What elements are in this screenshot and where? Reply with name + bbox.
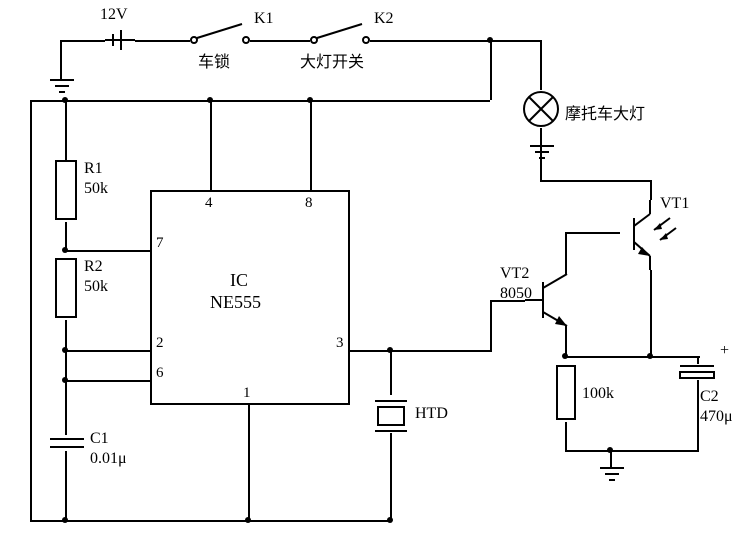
junction-dot: [207, 97, 213, 103]
wire: [30, 520, 390, 522]
k2-caption: 大灯开关: [300, 48, 364, 72]
r1-ref: R1: [84, 160, 103, 178]
wire: [65, 451, 67, 521]
wire: [60, 40, 62, 80]
lamp-icon: [522, 90, 560, 128]
vt2-ref: VT2: [500, 265, 529, 283]
r2-ref: R2: [84, 258, 103, 276]
r2-value: 50k: [84, 278, 108, 296]
ic-ref: IC: [230, 270, 248, 291]
wire: [65, 380, 150, 382]
wire: [390, 350, 392, 395]
wire: [250, 40, 310, 42]
pin-7: 7: [156, 235, 164, 252]
wire: [610, 450, 612, 468]
switch-k2: [310, 20, 370, 45]
k1-label: K1: [254, 10, 274, 28]
resistor-r1: [55, 160, 77, 220]
c2-plus: +: [720, 342, 729, 360]
junction-dot: [62, 517, 68, 523]
wire: [65, 100, 67, 160]
resistor-100k: [556, 365, 576, 420]
wire: [350, 350, 390, 352]
pin-1: 1: [243, 385, 251, 402]
pin-4: 4: [205, 195, 213, 212]
piezo-htd: [375, 395, 407, 435]
capacitor-c1: [50, 435, 84, 453]
wire: [565, 356, 700, 358]
ground-icon: [528, 146, 556, 162]
switch-k1: [190, 20, 250, 45]
junction-dot: [62, 97, 68, 103]
wire: [650, 180, 652, 200]
pin-2: 2: [156, 335, 164, 352]
ground-icon: [48, 80, 76, 96]
wire: [248, 405, 250, 520]
junction-dot: [387, 517, 393, 523]
wire: [390, 433, 392, 520]
wire: [60, 40, 105, 42]
wire: [210, 100, 212, 190]
battery-label: 12V: [100, 6, 128, 24]
c1-value: 0.01μ: [90, 450, 127, 468]
junction-dot: [307, 97, 313, 103]
r1-value: 50k: [84, 180, 108, 198]
vt1-ref: VT1: [660, 195, 689, 213]
c2-value: 470μ: [700, 408, 733, 426]
pin-6: 6: [156, 365, 164, 382]
wire: [650, 270, 652, 356]
wire: [490, 40, 492, 100]
wire: [520, 40, 540, 42]
ic-part: NE555: [210, 292, 261, 313]
wire: [697, 380, 699, 450]
vt2-part: 8050: [500, 285, 532, 303]
wire: [390, 350, 490, 352]
pin-8: 8: [305, 195, 313, 212]
wire: [490, 300, 492, 352]
wire: [370, 40, 520, 42]
wire: [540, 40, 542, 90]
htd-label: HTD: [415, 405, 448, 423]
resistor-r2: [55, 258, 77, 318]
wire: [30, 100, 32, 520]
junction-dot: [245, 517, 251, 523]
wire: [697, 356, 699, 364]
wire: [565, 232, 620, 234]
wire: [30, 100, 490, 102]
wire: [135, 40, 190, 42]
ground-icon: [598, 468, 626, 484]
wire: [565, 326, 567, 356]
k1-caption: 车锁: [198, 48, 230, 72]
wire: [540, 180, 650, 182]
battery-12v: [105, 28, 135, 58]
lamp-caption: 摩托车大灯: [565, 100, 645, 124]
c1-ref: C1: [90, 430, 109, 448]
c2-ref: C2: [700, 388, 719, 406]
r3-value: 100k: [582, 385, 614, 403]
wire: [565, 232, 567, 274]
transistor-vt2: [525, 270, 585, 330]
wire: [310, 100, 312, 190]
wire: [565, 450, 699, 452]
k2-label: K2: [374, 10, 394, 28]
wire: [540, 128, 542, 180]
wire: [65, 250, 150, 252]
wire: [65, 350, 150, 352]
wire: [565, 422, 567, 452]
pin-3: 3: [336, 335, 344, 352]
